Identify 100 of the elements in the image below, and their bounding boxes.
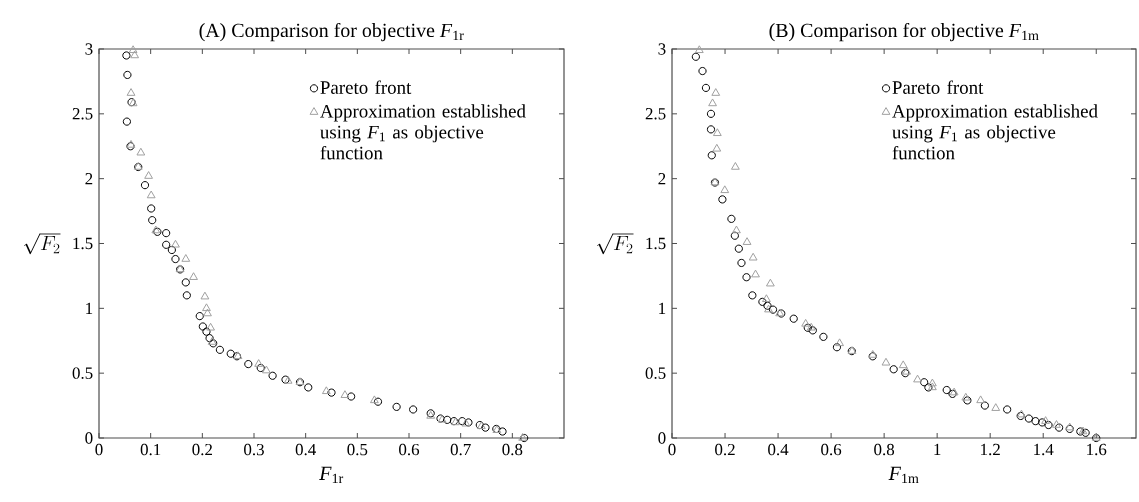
point: [889, 365, 898, 374]
point: [942, 385, 951, 395]
point: [720, 185, 730, 194]
point: [189, 272, 198, 280]
point: [1052, 420, 1061, 428]
point: [927, 382, 937, 391]
point: [202, 327, 211, 336]
y-tick-label: 2: [658, 173, 666, 185]
point: [819, 332, 828, 341]
x-tick-label: 0.5: [347, 443, 368, 456]
point: [126, 88, 136, 96]
point: [409, 405, 418, 414]
x-axis-title: F$_{1m}$: [888, 466, 919, 483]
point: [162, 229, 171, 238]
point: [182, 291, 191, 300]
x-tick-label: 0.4: [295, 443, 316, 456]
point: [712, 143, 722, 152]
point: [171, 239, 180, 248]
point: [122, 51, 131, 60]
x-tick-label: 1: [934, 443, 941, 456]
point: [198, 322, 207, 331]
point: [130, 50, 140, 59]
point: [734, 244, 743, 253]
y-tick-label: 1.5: [646, 237, 666, 250]
y-tick-label: 3: [658, 43, 666, 55]
y-axis-title: $\sqrt{F_2}$: [597, 233, 634, 255]
point: [803, 323, 812, 332]
point: [748, 291, 757, 300]
point: [171, 254, 180, 264]
point: [806, 322, 816, 331]
point: [262, 365, 271, 374]
point: [976, 395, 986, 404]
point: [881, 357, 891, 366]
legend-label: Approximation established using F$_{1}$ as objective function: [892, 104, 1098, 160]
legend-label: Pareto front: [320, 80, 412, 94]
point: [147, 204, 156, 213]
point: [140, 181, 150, 190]
point: [737, 258, 746, 268]
x-tick-label: 0.7: [450, 443, 471, 456]
point: [732, 225, 741, 234]
point: [832, 343, 842, 352]
point: [768, 305, 778, 314]
point: [327, 388, 336, 397]
point: [304, 383, 313, 392]
point: [701, 83, 711, 92]
y-tick-label: 1: [86, 302, 93, 314]
x-tick-label: 0: [95, 443, 103, 456]
point: [913, 374, 922, 383]
point: [698, 66, 707, 76]
x-axis-title: F$_{1r}$: [319, 466, 344, 483]
point: [181, 278, 190, 287]
point: [801, 318, 811, 327]
y-tick-label: 2.5: [645, 108, 666, 120]
x-tick-label: 0.2: [715, 443, 735, 456]
point: [708, 98, 717, 107]
point: [707, 151, 716, 160]
point: [181, 254, 191, 262]
point: [694, 45, 704, 54]
point: [206, 322, 215, 331]
point: [765, 278, 775, 287]
point: [789, 314, 798, 323]
point: [898, 360, 908, 369]
y-tick-label: 0: [658, 432, 666, 444]
chart-title: (A) Comparison for objective F$_{1r}$: [199, 22, 464, 42]
x-tick-label: 0.8: [874, 443, 895, 456]
point: [254, 359, 264, 367]
point: [202, 303, 211, 312]
point: [706, 109, 716, 118]
x-tick-label: 0.6: [821, 443, 842, 456]
x-tick-label: 1.6: [1087, 443, 1107, 456]
point: [980, 401, 989, 410]
point: [712, 128, 722, 137]
point: [200, 291, 210, 300]
legend-label: Approximation established using F$_{1}$ as objective function: [320, 104, 526, 160]
legend-label: Pareto front: [892, 80, 984, 94]
point: [369, 395, 379, 404]
point: [146, 190, 156, 199]
point: [122, 117, 131, 126]
point: [963, 396, 972, 405]
chart-title: (B) Comparison for objective F$_{1m}$: [769, 22, 1039, 42]
point: [321, 386, 331, 395]
point: [148, 216, 157, 225]
point: [808, 326, 817, 335]
point: [730, 161, 740, 170]
x-tick-label: 0.2: [192, 443, 212, 456]
point: [203, 308, 212, 317]
point: [347, 392, 356, 401]
x-tick-label: 0.1: [140, 443, 161, 456]
point: [1044, 420, 1053, 430]
y-tick-label: 0.5: [72, 367, 93, 379]
y-tick-label: 2: [85, 173, 93, 185]
y-tick-label: 1: [659, 302, 666, 314]
point: [762, 294, 771, 302]
x-tick-label: 0: [668, 443, 676, 456]
point: [920, 378, 929, 387]
point: [167, 245, 176, 255]
x-tick-label: 1.4: [1034, 443, 1054, 456]
point: [144, 171, 153, 179]
point: [1055, 423, 1064, 432]
y-axis-title: $\sqrt{F_2}$: [24, 233, 61, 255]
